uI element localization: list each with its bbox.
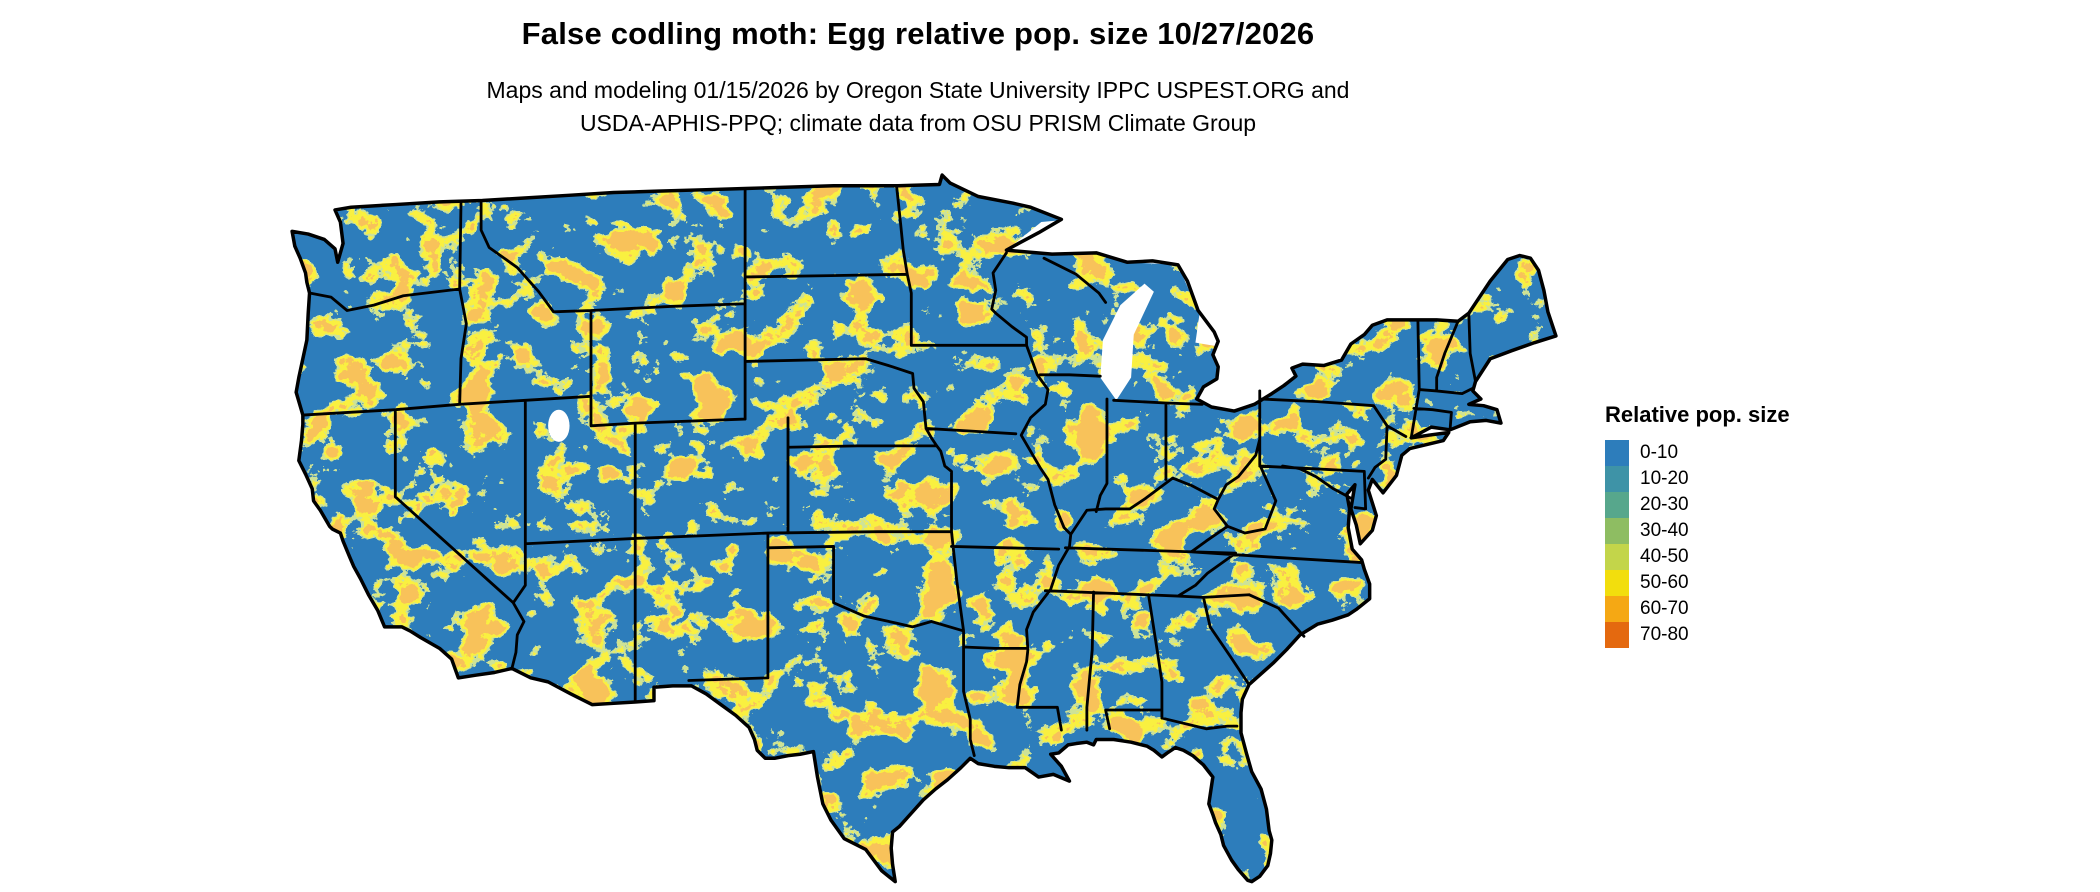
legend-swatch [1605, 570, 1629, 596]
subtitle-line-1: Maps and modeling 01/15/2026 by Oregon S… [486, 77, 1350, 103]
legend-item: 0-10 [1605, 440, 1790, 466]
lake-michigan [1100, 283, 1154, 401]
legend-item: 30-40 [1605, 518, 1790, 544]
legend-label: 20-30 [1640, 494, 1689, 515]
legend-swatch [1605, 466, 1629, 492]
legend-swatch [1605, 544, 1629, 570]
legend-swatch [1605, 492, 1629, 518]
legend-swatch [1605, 518, 1629, 544]
legend-title: Relative pop. size [1605, 402, 1790, 427]
state-boundaries [301, 184, 1477, 758]
us-map-svg [290, 173, 1558, 884]
legend-item: 10-20 [1605, 466, 1790, 492]
legend-label: 50-60 [1640, 572, 1689, 593]
legend-item: 70-80 [1605, 622, 1790, 648]
legend-swatch [1605, 622, 1629, 648]
subtitle: Maps and modeling 01/15/2026 by Oregon S… [268, 74, 1568, 140]
legend: Relative pop. size 0-10 10-20 20-30 30-40 40… [1605, 402, 1790, 648]
legend-label: 0-10 [1640, 442, 1679, 463]
legend-item: 40-50 [1605, 544, 1790, 570]
lake-huron [1178, 264, 1272, 349]
us-population-map [268, 163, 1568, 887]
legend-label: 30-40 [1640, 520, 1689, 541]
legend-items: 0-10 10-20 20-30 30-40 40-50 50-60 60-70 70-80 [1605, 440, 1790, 648]
great-salt-lake [548, 409, 570, 442]
legend-item: 60-70 [1605, 596, 1790, 622]
page-title: False codling moth: Egg relative pop. si… [521, 16, 1315, 51]
legend-item: 20-30 [1605, 492, 1790, 518]
subtitle-line-2: USDA-APHIS-PPQ; climate data from OSU PR… [579, 110, 1257, 136]
legend-label: 60-70 [1640, 598, 1689, 619]
legend-swatch [1605, 596, 1629, 622]
legend-label: 40-50 [1640, 546, 1689, 567]
legend-label: 10-20 [1640, 468, 1689, 489]
legend-label: 70-80 [1640, 624, 1689, 645]
legend-item: 50-60 [1605, 570, 1790, 596]
legend-swatch [1605, 440, 1629, 466]
lake-erie [1199, 376, 1296, 412]
header: False codling moth: Egg relative pop. si… [268, 16, 1568, 140]
